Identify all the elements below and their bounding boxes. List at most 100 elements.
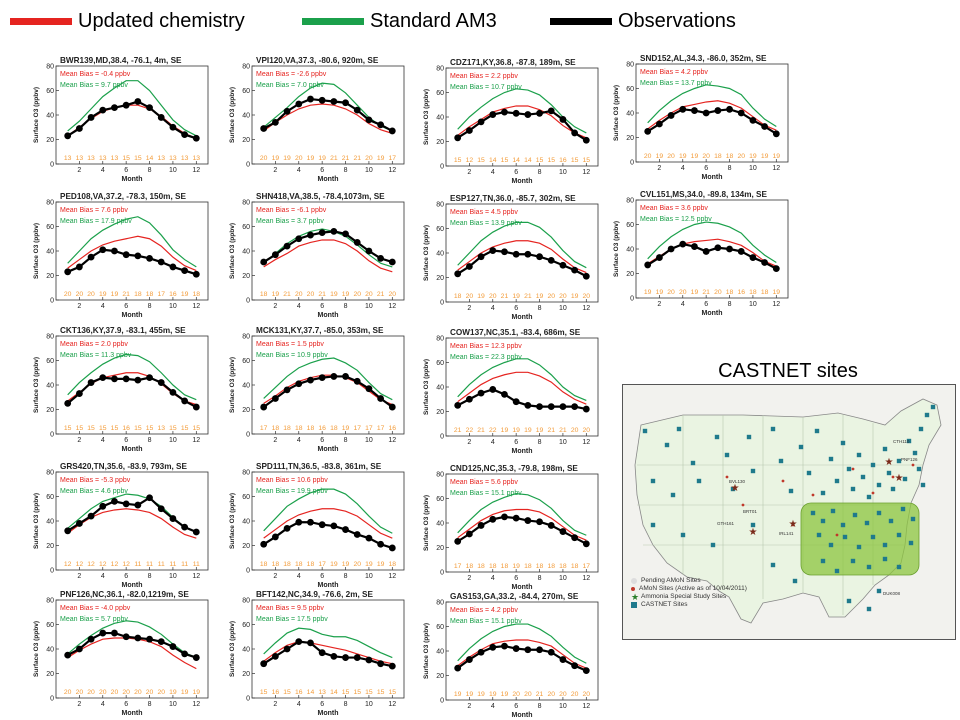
observation-point	[181, 650, 189, 658]
y-tick-label: 80	[46, 334, 54, 341]
observation-point	[749, 254, 757, 261]
observation-point	[726, 105, 733, 113]
observation-point	[260, 403, 268, 411]
sample-count: 17	[318, 561, 326, 568]
observation-point	[524, 517, 532, 524]
observation-point	[454, 270, 462, 278]
observation-point	[749, 116, 757, 124]
sample-count: 15	[111, 425, 119, 432]
station-panel: BWR139,MD,38.4, -76.1, 4m, SE 0 20 40 60 80 2 4…	[28, 54, 210, 184]
mean-bias-updated: Mean Bias = -4.0 ppbv	[60, 605, 131, 612]
y-tick-label: 0	[50, 298, 54, 305]
sample-count: 19	[512, 563, 520, 570]
x-tick-label: 4	[101, 437, 105, 444]
sample-count: 19	[524, 427, 532, 434]
y-tick-label: 20	[242, 543, 250, 550]
castnet-site-marker	[930, 404, 936, 410]
castnet-site-marker	[850, 486, 856, 492]
updated-chemistry-line	[457, 508, 587, 541]
sample-count: 17	[377, 425, 385, 432]
x-axis-label: Month	[512, 584, 533, 591]
observation-point	[772, 130, 780, 138]
sample-count: 20	[122, 689, 130, 696]
sample-count: 14	[512, 157, 520, 164]
sample-count: 15	[365, 689, 373, 696]
castnet-site-marker	[876, 588, 882, 594]
observation-point	[342, 373, 349, 380]
observation-point	[772, 265, 780, 272]
updated-chemistry-line	[67, 235, 197, 272]
sample-count: 13	[64, 155, 72, 162]
sample-count: 19	[307, 155, 315, 162]
observation-point	[295, 380, 303, 388]
observation-point	[271, 395, 279, 402]
observation-point	[524, 646, 532, 654]
y-tick-label: 20	[46, 543, 54, 550]
observation-point	[157, 379, 165, 386]
sample-count: 18	[330, 425, 338, 432]
panel-svg: GAS153,GA,33.2, -84.4, 270m, SE 0 20 40 60 80…	[423, 592, 599, 719]
x-tick-label: 4	[681, 165, 685, 172]
observation-point	[64, 527, 72, 535]
observation-point	[353, 239, 361, 246]
sample-count: 19	[342, 291, 350, 298]
observation-point	[318, 374, 326, 382]
star-icon: ★	[749, 527, 758, 538]
sample-count: 12	[111, 561, 119, 568]
observation-point	[192, 403, 200, 411]
sample-count: 18	[295, 561, 303, 568]
station-panel: ESP127,TN,36.0, -85.7, 302m, SE 0 20 40 60 80…	[418, 192, 600, 322]
mean-bias-standard: Mean Bias = 3.7 ppbv	[256, 218, 324, 225]
castnet-site-marker	[870, 462, 876, 468]
castnet-site-marker	[714, 434, 720, 440]
sample-count: 16	[389, 425, 397, 432]
sample-count: 20	[667, 289, 675, 296]
sample-count: 21	[330, 155, 338, 162]
observation-point	[87, 635, 95, 643]
sample-count: 20	[571, 427, 579, 434]
observation-point	[702, 109, 710, 117]
sample-count: 18	[260, 561, 268, 568]
x-tick-label: 6	[514, 439, 518, 446]
amon-site-marker	[791, 523, 795, 527]
observation-point	[64, 132, 72, 140]
sample-count: 18	[524, 563, 532, 570]
observation-point	[64, 651, 72, 659]
panel-svg: BFT142,NC,34.9, -76.6, 2m, SE 0 20 40 60 80 2 4…	[229, 590, 405, 717]
mean-bias-updated: Mean Bias = -6.1 ppbv	[256, 207, 327, 214]
sample-count: 12	[87, 561, 95, 568]
observation-point	[489, 515, 497, 523]
castnet-site-marker	[896, 458, 902, 464]
sample-count: 15	[146, 425, 154, 432]
y-tick-label: 40	[242, 113, 250, 120]
observation-point	[536, 403, 543, 410]
observation-point	[169, 263, 177, 271]
y-tick-label: 80	[46, 598, 54, 605]
x-tick-label: 8	[344, 437, 348, 444]
sample-count: 15	[134, 155, 142, 162]
y-tick-label: 80	[46, 470, 54, 477]
x-tick-label: 8	[538, 305, 542, 312]
y-axis-label: Surface O3 (ppbv)	[229, 621, 236, 677]
observation-point	[169, 388, 177, 396]
sample-count: 20	[353, 561, 361, 568]
y-tick-label: 40	[626, 247, 634, 254]
x-tick-label: 12	[582, 575, 590, 582]
y-axis-label: Surface O3 (ppbv)	[33, 621, 40, 677]
observation-point	[582, 667, 590, 674]
y-tick-label: 0	[50, 696, 54, 703]
observation-point	[761, 259, 769, 266]
castnet-site-marker	[730, 486, 736, 492]
plot-frame	[445, 473, 599, 573]
x-tick-label: 6	[124, 437, 128, 444]
amon-site-marker	[835, 533, 839, 537]
panel-svg: COW137,NC,35.1, -83.4, 686m, SE 0 20 40 60 80…	[423, 328, 599, 455]
observation-point	[547, 107, 555, 115]
map-legend: Pending AMoN Sites AMoN Sites (Active as…	[631, 577, 747, 609]
sample-count: 19	[272, 291, 280, 298]
castnet-site-marker	[806, 470, 812, 476]
sample-count: 13	[157, 425, 165, 432]
castnet-site-marker	[834, 568, 840, 574]
sample-count: 18	[307, 561, 315, 568]
observation-point	[679, 105, 687, 113]
